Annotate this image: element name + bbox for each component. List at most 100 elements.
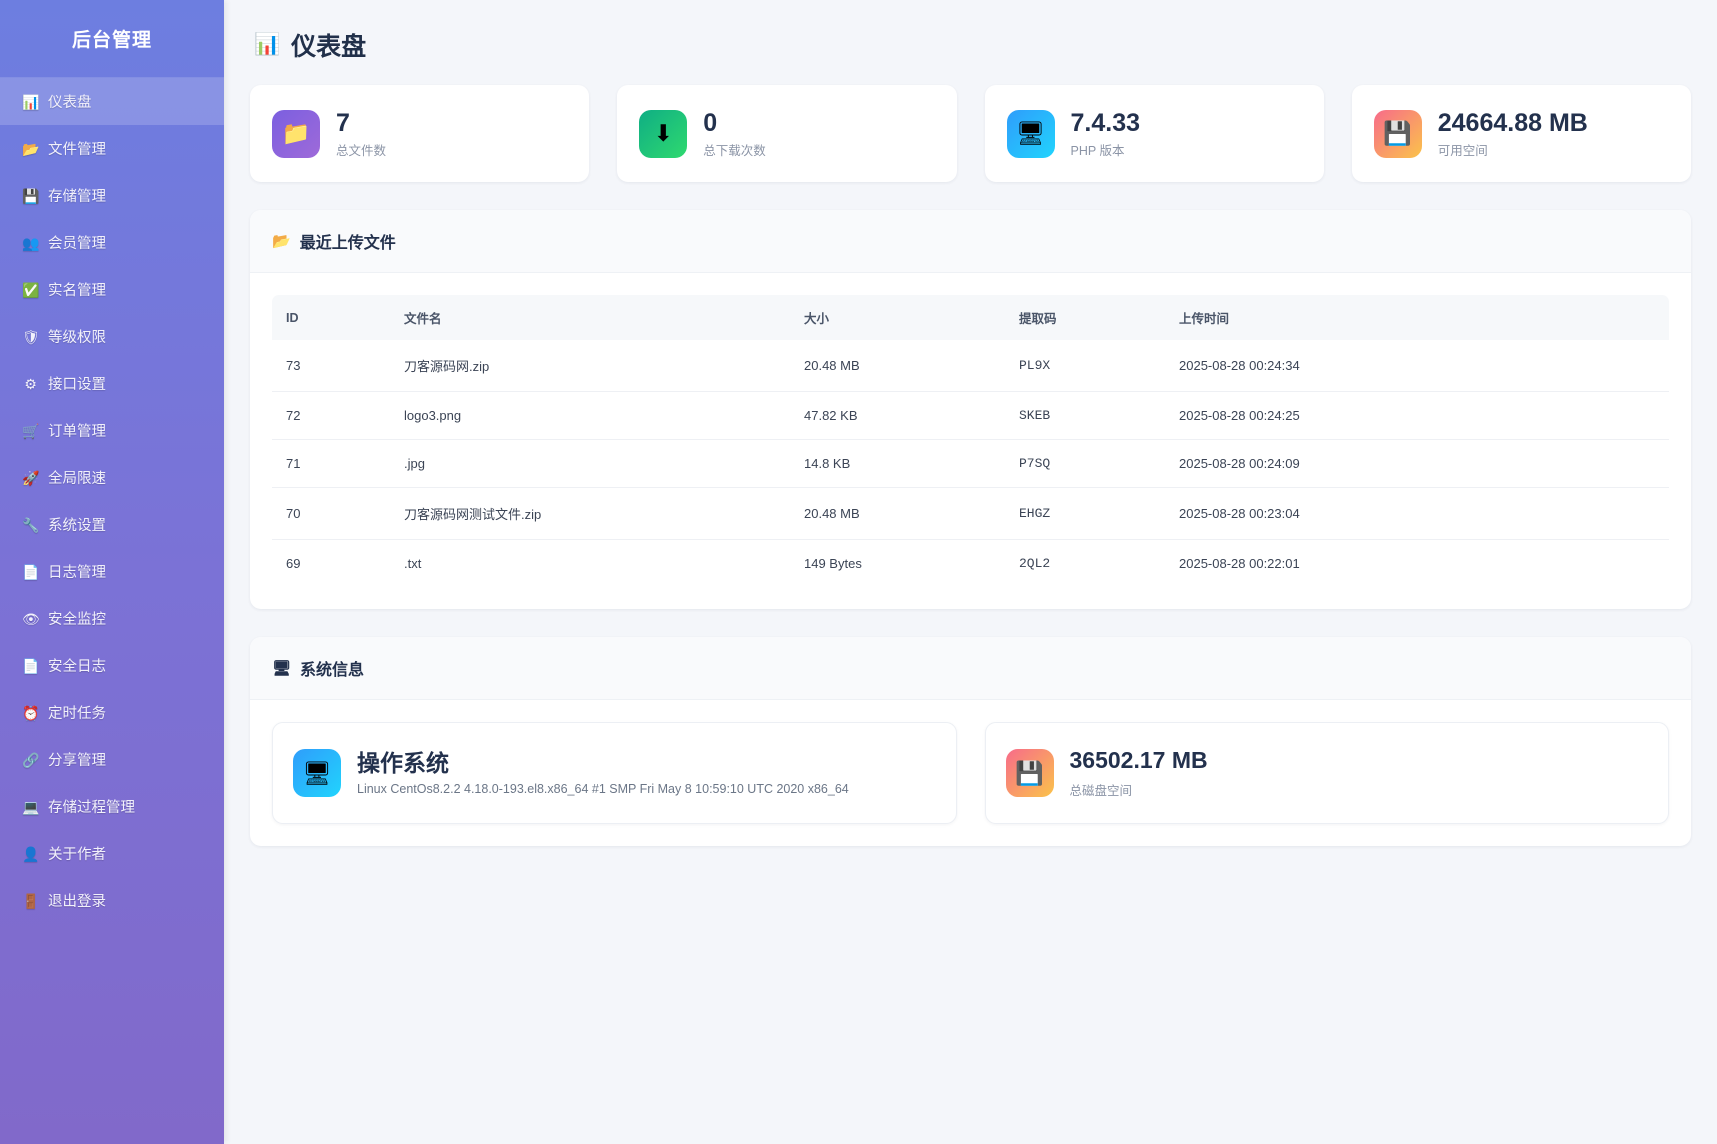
cell-name: .jpg	[390, 439, 790, 488]
system-info-panel: 🖥 系统信息 🖥 操作系统 Linux CentOs8.2.2 4.18.0-193…	[250, 637, 1691, 846]
sidebar-item-label: 系统设置	[48, 518, 106, 534]
folder-icon: 📂	[22, 140, 40, 157]
check-box-icon: ✅	[22, 281, 40, 298]
recent-files-title: 最近上传文件	[299, 235, 396, 252]
system-info-body: 🖥 操作系统 Linux CentOs8.2.2 4.18.0-193.el8.x8…	[250, 700, 1691, 846]
stat-value: 0	[703, 108, 718, 137]
sidebar-item-9[interactable]: 🔧 系统设置	[0, 501, 224, 548]
column-header-3: 提取码	[1005, 295, 1165, 340]
cell-id: 72	[272, 391, 390, 440]
page-title-text: 仪表盘	[291, 33, 367, 61]
stats-row: 📁 7 总文件数 ⬇ 0 总下载次数 🖥 7.4.33 PHP 版本 💾 24664.88 MB 可用…	[250, 85, 1691, 182]
sidebar-item-11[interactable]: 👁 安全监控	[0, 595, 224, 642]
sidebar-item-14[interactable]: 🔗 分享管理	[0, 736, 224, 783]
main-content: 📊 仪表盘 📁 7 总文件数 ⬇ 0 总下载次数 🖥 7.4.33 PHP 版本 💾 24664.8…	[224, 0, 1717, 1144]
stat-label: 总文件数	[336, 143, 387, 158]
table-header-row: ID 文件名 大小 提取码 上传时间	[272, 295, 1669, 340]
column-header-0: ID	[272, 295, 390, 340]
stat-card-3: 💾 24664.88 MB 可用空间	[1351, 85, 1691, 182]
stat-value: 7.4.33	[1070, 108, 1141, 137]
sidebar-item-label: 接口设置	[48, 377, 106, 393]
cell-time: 2025-08-28 00:22:01	[1179, 556, 1300, 571]
sidebar-item-label: 订单管理	[48, 424, 106, 440]
cell-code: P7SQ	[1005, 439, 1165, 488]
sidebar-item-16[interactable]: 👤 关于作者	[0, 830, 224, 877]
monitor-icon: 🖥	[1006, 109, 1055, 158]
cell-id: 69	[286, 556, 301, 571]
cell-time: 2025-08-28 00:24:25	[1165, 391, 1669, 440]
stat-label: 可用空间	[1437, 143, 1488, 158]
cell-name: .txt	[404, 556, 422, 571]
sidebar-item-2[interactable]: 💾 存储管理	[0, 172, 224, 219]
cell-id: 71	[272, 439, 390, 488]
sidebar-item-1[interactable]: 📂 文件管理	[0, 125, 224, 172]
floppy-disk-icon: 💾	[1373, 109, 1422, 158]
floppy-disk-icon: 💾	[1005, 749, 1054, 797]
sidebar-item-7[interactable]: 🛒 订单管理	[0, 407, 224, 454]
door-exit-icon: 🚪	[22, 892, 40, 909]
shield-icon: 🛡	[22, 328, 40, 345]
sidebar-item-3[interactable]: 👥 会员管理	[0, 219, 224, 266]
folder-icon: 📂	[272, 233, 291, 250]
column-header-4: 上传时间	[1165, 295, 1669, 340]
sidebar-item-12[interactable]: 📄 安全日志	[0, 642, 224, 689]
table-row[interactable]: 71 .jpg 14.8 KB P7SQ 2025-08-28 00:24:09	[272, 439, 1669, 488]
table-row[interactable]: 73 刀客源码网.zip 20.48 MB PL9X 2025-08-28 00:24:…	[272, 340, 1669, 392]
sidebar-item-4[interactable]: ✅ 实名管理	[0, 266, 224, 313]
table-row[interactable]: 72 logo3.png 47.82 KB SKEB 2025-08-28 00:24:…	[272, 391, 1669, 440]
sidebar-item-label: 定时任务	[48, 706, 106, 722]
sidebar-item-10[interactable]: 📄 日志管理	[0, 548, 224, 595]
sidebar-item-label: 日志管理	[48, 565, 106, 581]
recent-files-header: 📂 最近上传文件	[250, 210, 1691, 273]
cell-size: 20.48 MB	[790, 487, 1005, 540]
sidebar-item-17[interactable]: 🚪 退出登录	[0, 877, 224, 924]
chart-bar-icon: 📊	[254, 33, 281, 56]
stat-label: 总下载次数	[703, 143, 766, 158]
sidebar-item-6[interactable]: ⚙ 接口设置	[0, 360, 224, 407]
folder-icon: 📁	[272, 109, 320, 158]
sidebar-item-5[interactable]: 🛡 等级权限	[0, 313, 224, 360]
monitor-icon: 🖥	[293, 749, 341, 797]
paperclip-icon: 🔗	[22, 751, 40, 768]
cell-size: 14.8 KB	[790, 439, 1005, 488]
cell-time: 2025-08-28 00:24:34	[1165, 340, 1669, 392]
table-row[interactable]: 70 刀客源码网测试文件.zip 20.48 MB EHGZ 2025-08-28 00…	[272, 487, 1669, 540]
sidebar-item-label: 会员管理	[48, 236, 106, 252]
page-icon: 📄	[22, 657, 40, 674]
stat-label: PHP 版本	[1070, 143, 1125, 158]
cell-size: 20.48 MB	[790, 340, 1005, 392]
rocket-icon: 🚀	[22, 469, 40, 486]
monitor-icon: 🖥	[272, 660, 292, 677]
system-card-subtitle: Linux CentOs8.2.2 4.18.0-193.el8.x86_64 …	[357, 782, 849, 797]
system-card-subtitle: 总磁盘空间	[1069, 783, 1133, 798]
sidebar-item-label: 文件管理	[48, 142, 106, 158]
table-row[interactable]: 69 .txt 149 Bytes 2QL2 2025-08-28 00:22:01	[272, 540, 1669, 588]
sidebar-item-15[interactable]: 💻 存储过程管理	[0, 783, 224, 830]
laptop-icon: 💻	[22, 798, 40, 815]
stat-value: 24664.88 MB	[1437, 108, 1588, 137]
cell-name: 刀客源码网测试文件.zip	[390, 487, 790, 540]
system-info-header: 🖥 系统信息	[250, 637, 1691, 700]
wrench-icon: 🔧	[22, 516, 40, 533]
sidebar-item-label: 分享管理	[48, 753, 106, 769]
sidebar-item-8[interactable]: 🚀 全局限速	[0, 454, 224, 501]
sidebar-item-0[interactable]: 📊 仪表盘	[0, 78, 224, 125]
cell-code: 2QL2	[1019, 556, 1051, 571]
page-title: 📊 仪表盘	[254, 27, 1691, 63]
column-header-1: 文件名	[390, 295, 790, 340]
person-icon: 👤	[22, 845, 40, 862]
stat-card-1: ⬇ 0 总下载次数	[617, 85, 957, 182]
sidebar-item-label: 安全日志	[48, 659, 106, 675]
floppy-disk-icon: 💾	[22, 187, 40, 204]
sidebar-item-label: 安全监控	[48, 612, 106, 628]
sidebar-item-label: 仪表盘	[48, 95, 92, 111]
cell-time: 2025-08-28 00:23:04	[1165, 487, 1669, 540]
sidebar-item-13[interactable]: ⏰ 定时任务	[0, 689, 224, 736]
recent-files-panel: 📂 最近上传文件 ID 文件名 大小 提取码 上传时间 73 刀客源码网.zip 20.48…	[250, 210, 1691, 609]
cell-time: 2025-08-28 00:24:09	[1165, 439, 1669, 488]
system-card-title: 操作系统	[357, 749, 449, 776]
stat-card-2: 🖥 7.4.33 PHP 版本	[984, 85, 1324, 182]
alarm-clock-icon: ⏰	[22, 704, 40, 721]
system-info-card-0: 🖥 操作系统 Linux CentOs8.2.2 4.18.0-193.el8.x8…	[272, 722, 957, 824]
